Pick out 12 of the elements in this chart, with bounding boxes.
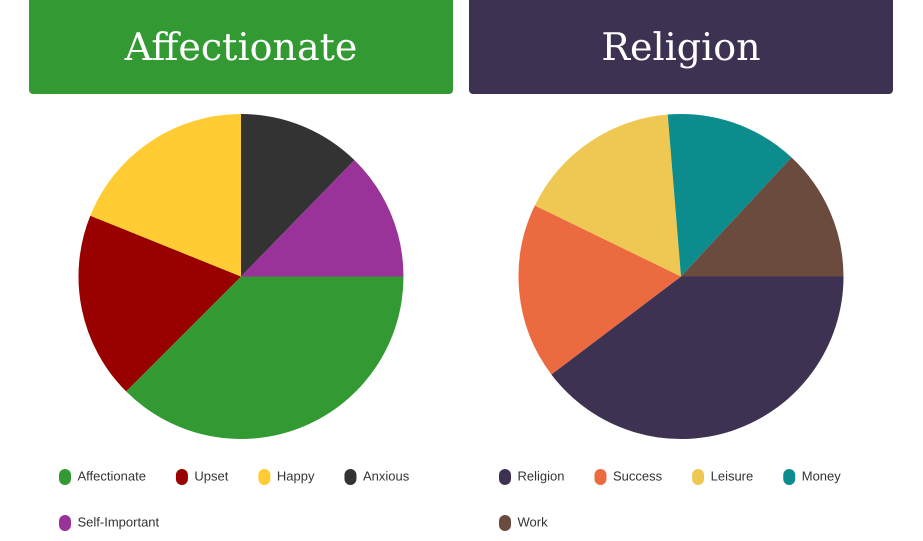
legend-label: Leisure	[710, 468, 754, 484]
legend-label: Work	[518, 514, 548, 530]
chart-title: Affectionate	[29, 0, 453, 94]
legend-label: Self-Important	[78, 514, 160, 530]
legend-label: Religion	[518, 468, 564, 484]
legend-label: Success	[612, 468, 663, 484]
legend-label: Upset	[194, 468, 229, 484]
legend-label: Money	[802, 468, 842, 484]
legend-label: Affectionate	[78, 468, 146, 484]
chart-title: Religion	[469, 0, 893, 94]
legend-label: Anxious	[362, 468, 410, 484]
legend-label: Happy	[276, 468, 315, 484]
